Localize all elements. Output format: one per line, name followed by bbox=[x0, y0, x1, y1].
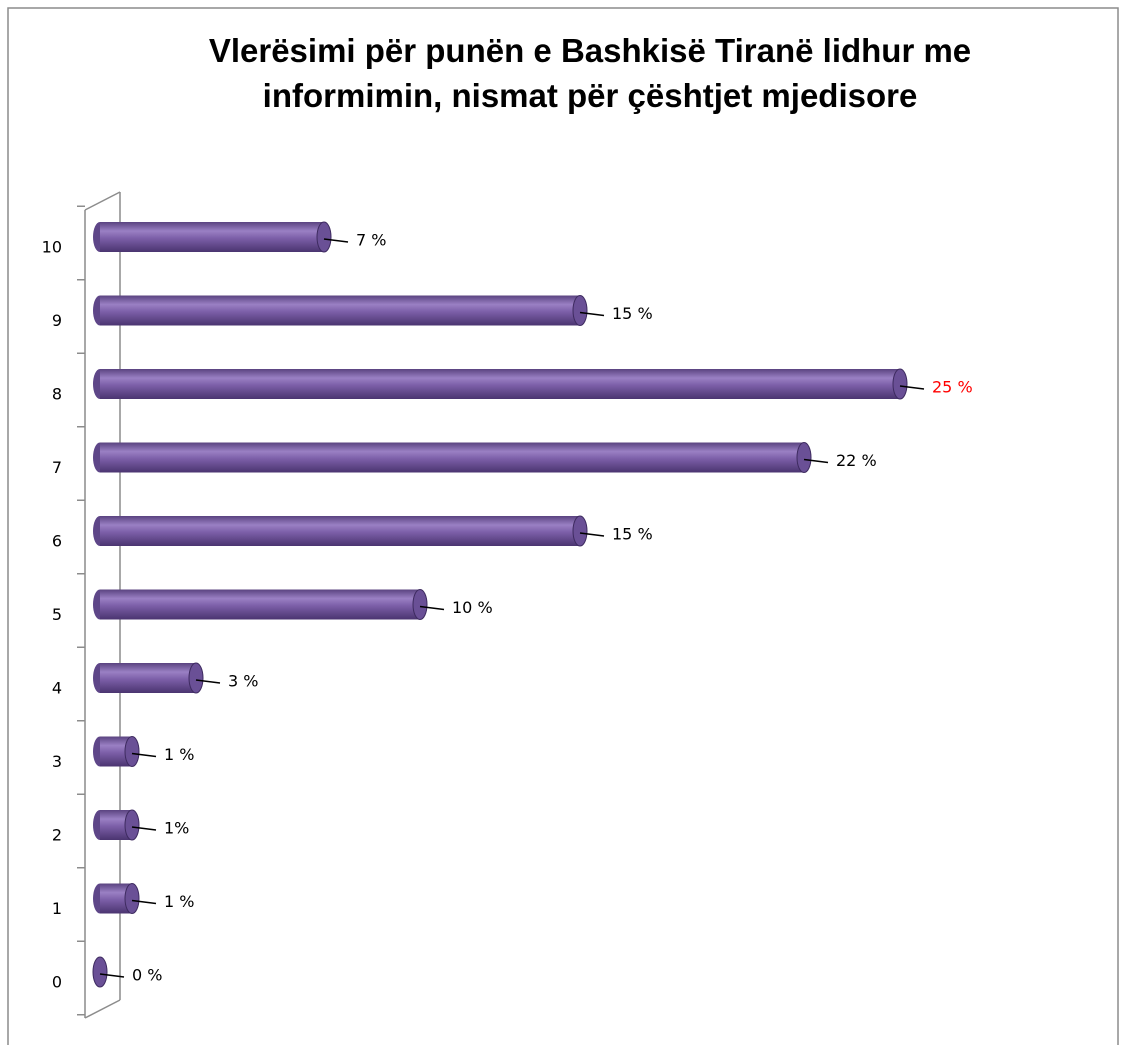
label-leader bbox=[131, 826, 157, 831]
label-leader bbox=[99, 973, 125, 978]
bar-part bbox=[100, 663, 196, 693]
value-label: 1% bbox=[164, 819, 189, 838]
bar-part bbox=[100, 295, 580, 326]
label-leader bbox=[579, 532, 605, 537]
bar bbox=[93, 883, 140, 914]
label-leader bbox=[195, 679, 221, 684]
bar bbox=[93, 515, 588, 547]
y-tick-label: 8 bbox=[52, 385, 62, 404]
axis-wall bbox=[84, 999, 121, 1019]
value-label: 1 % bbox=[164, 745, 194, 764]
bar-part bbox=[892, 368, 908, 400]
y-tick-label: 1 bbox=[52, 899, 62, 918]
label-leader bbox=[579, 311, 605, 317]
bar-part bbox=[100, 589, 420, 620]
bar-part bbox=[572, 515, 588, 547]
label-leader bbox=[419, 605, 445, 611]
bar bbox=[93, 368, 908, 400]
bar bbox=[93, 662, 204, 694]
bar-part bbox=[100, 222, 324, 252]
y-tick-label: 2 bbox=[52, 826, 62, 845]
value-label: 22 % bbox=[836, 451, 877, 470]
value-label: 1 % bbox=[164, 892, 194, 911]
value-label: 10 % bbox=[452, 598, 493, 617]
y-tick-label: 0 bbox=[52, 973, 62, 992]
y-tick-label: 9 bbox=[52, 311, 62, 330]
value-label: 7 % bbox=[356, 231, 386, 250]
bar bbox=[93, 589, 428, 620]
y-tick-label: 10 bbox=[42, 238, 62, 257]
bar-part bbox=[100, 442, 804, 473]
bar bbox=[93, 809, 140, 841]
label-leader bbox=[131, 752, 157, 758]
label-leader bbox=[899, 385, 925, 390]
y-tick-label: 4 bbox=[52, 679, 62, 698]
bar-part bbox=[100, 516, 580, 546]
bar-part bbox=[796, 442, 812, 473]
value-label: 3 % bbox=[228, 672, 258, 691]
bar-part bbox=[92, 956, 108, 988]
bar-part bbox=[412, 589, 428, 620]
bar bbox=[93, 295, 588, 326]
bar bbox=[92, 956, 108, 988]
chart-title: Vlerësimi për punën e Bashkisë Tiranë li… bbox=[208, 32, 972, 114]
label-leader bbox=[803, 458, 829, 464]
value-label: 15 % bbox=[612, 304, 653, 323]
bar-part bbox=[124, 883, 140, 914]
value-label: 15 % bbox=[612, 525, 653, 544]
bar bbox=[93, 221, 332, 253]
bar bbox=[93, 442, 812, 473]
y-tick-label: 5 bbox=[52, 605, 62, 624]
bar-part bbox=[316, 221, 332, 253]
axis-wall bbox=[84, 191, 121, 211]
y-tick-label: 3 bbox=[52, 752, 62, 771]
y-tick-label: 6 bbox=[52, 532, 62, 551]
bar bbox=[93, 736, 140, 767]
label-leader bbox=[323, 238, 349, 243]
bar-part bbox=[124, 736, 140, 767]
value-label: 25 % bbox=[932, 378, 973, 397]
y-tick-label: 7 bbox=[52, 458, 62, 477]
bar-part bbox=[572, 295, 588, 326]
chart-border bbox=[7, 7, 1119, 1045]
label-leader bbox=[131, 899, 157, 905]
bar-part bbox=[188, 662, 204, 694]
value-label: 0 % bbox=[132, 966, 162, 985]
bar-part bbox=[100, 369, 900, 399]
bar-part bbox=[124, 809, 140, 841]
